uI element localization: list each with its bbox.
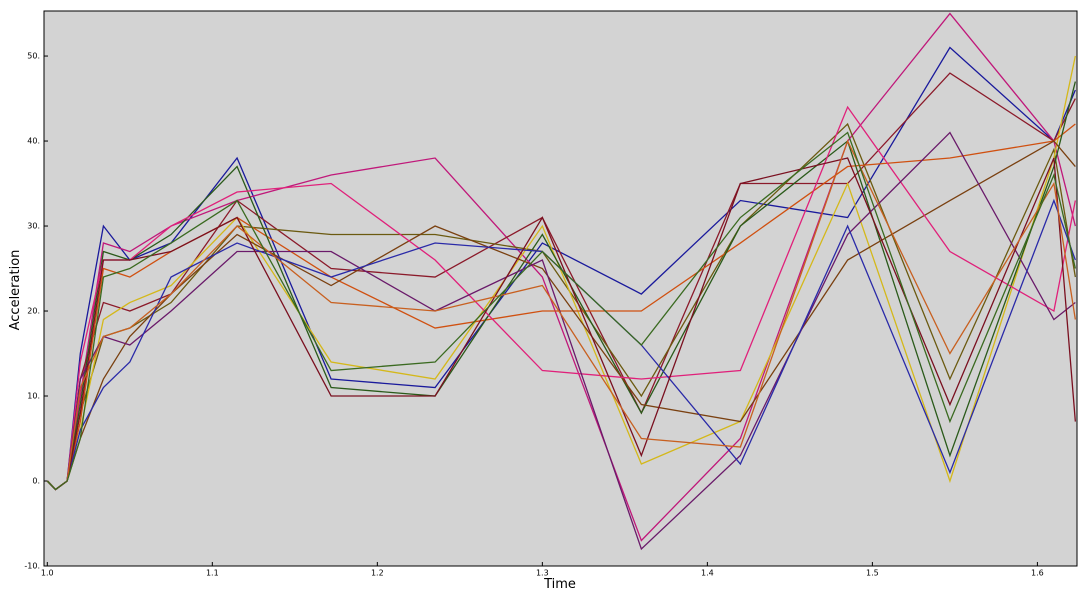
y-tick-label: 30. [27,222,40,231]
x-axis-title: Time [543,577,576,590]
y-tick-label: 20. [27,307,40,316]
y-tick-label: 50. [27,52,40,61]
x-tick-label: 1.6 [1031,569,1044,578]
series-line [46,131,1076,551]
y-tick-label: 0. [32,477,40,486]
series-line [46,157,1076,491]
y-tick-label: 10. [27,392,40,401]
x-tick-label: 1.0 [41,569,54,578]
x-tick-label: 1.3 [536,569,549,578]
series-line [46,198,1076,491]
x-tick-label: 1.4 [701,569,714,578]
series-line [46,81,1076,491]
x-tick-label: 1.2 [371,569,384,578]
plot-area [44,11,1077,566]
plot-border [43,10,1078,567]
series-line [46,139,1076,491]
x-tick-label: 1.1 [206,569,219,578]
series-line [46,105,1076,491]
series-line [46,12,1076,542]
y-axis-title: Acceleration [8,250,23,331]
x-tick-label: 1.5 [866,569,879,578]
series-line [46,131,1076,491]
y-tick-label: 40. [27,137,40,146]
y-tick-label: -10. [24,562,40,571]
